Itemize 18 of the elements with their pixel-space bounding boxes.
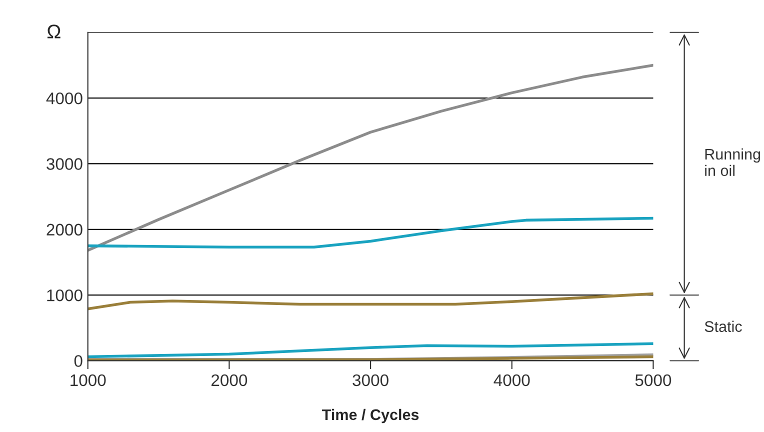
line-series (88, 342, 654, 358)
x-tick-label: 5000 (635, 374, 672, 386)
x-tick-label: 2000 (212, 374, 248, 386)
line-series (88, 64, 654, 252)
line-series (88, 292, 654, 310)
y-tick-label: 0 (74, 355, 82, 367)
y-tick-label: 3000 (46, 158, 82, 170)
x-tick-label: 1000 (70, 374, 106, 386)
text: Running in oil (705, 148, 760, 176)
y-tick-label: 1000 (47, 289, 82, 302)
y-axis-title: Ω (47, 24, 60, 38)
line-series (88, 216, 654, 249)
x-axis-title: Time / Cycles (322, 408, 419, 424)
text: Static (704, 320, 742, 332)
y-tick-label: 4000 (46, 92, 82, 104)
x-tick-label: 3000 (352, 374, 388, 386)
x-tick-label: 4000 (494, 374, 530, 386)
y-tick-label: 2000 (46, 224, 82, 236)
